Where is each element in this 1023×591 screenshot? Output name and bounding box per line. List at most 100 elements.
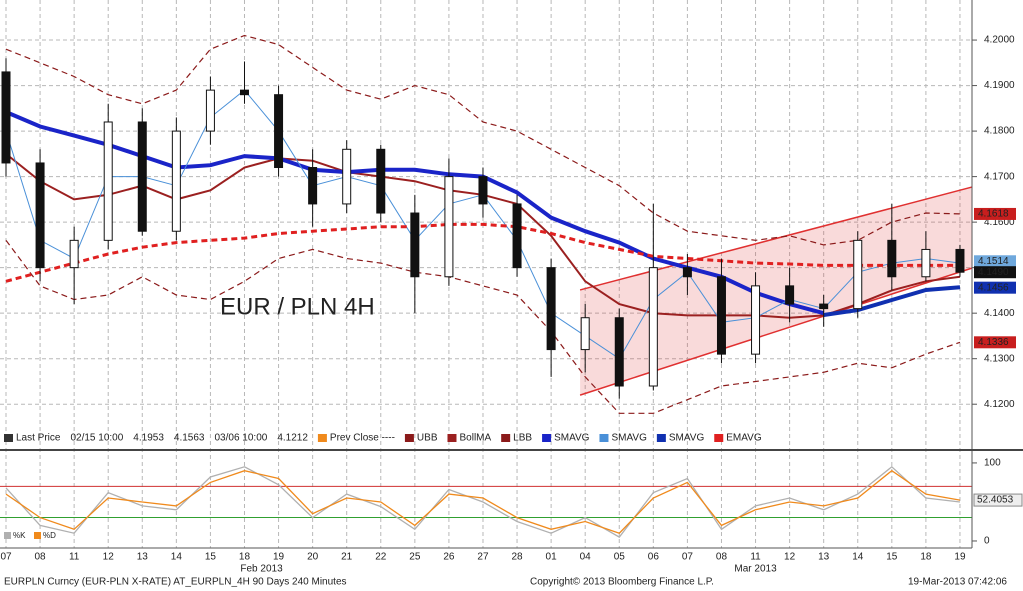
legend-swatch <box>4 532 11 539</box>
legend-text: %D <box>43 531 56 540</box>
plot-layer <box>0 0 973 548</box>
osc-tick-label: 100 <box>984 458 1001 469</box>
x-tick-label: 22 <box>375 552 387 563</box>
x-tick-label: 19 <box>954 552 966 563</box>
channel-line <box>579 267 973 396</box>
legend-text: LBB <box>513 433 532 444</box>
candle-body <box>137 121 147 232</box>
x-tick-label: 05 <box>614 552 626 563</box>
legend-swatch <box>404 434 414 442</box>
indicator-line <box>5 34 961 246</box>
candle-body <box>716 276 726 355</box>
candle-body <box>239 89 249 96</box>
x-tick-label: 06 <box>648 552 660 563</box>
x-tick-label: 07 <box>682 552 694 563</box>
x-tick-label: 12 <box>784 552 796 563</box>
x-tick-label: 13 <box>137 552 149 563</box>
candle-body <box>614 317 624 387</box>
price-label: 4.1456 <box>978 282 1009 293</box>
x-tick-label: 08 <box>716 552 728 563</box>
x-tick-label: 11 <box>69 552 80 563</box>
y-tick-label: 4.1200 <box>984 399 1015 410</box>
osc-tick-label: 0 <box>984 536 990 547</box>
price-label: 4.1514 <box>978 256 1009 267</box>
legend-swatch <box>501 434 511 442</box>
x-tick-label: 11 <box>750 552 761 563</box>
price-label-box <box>974 255 1016 268</box>
price-label-box <box>974 207 1016 220</box>
legend-text: SMAVG <box>611 433 647 444</box>
x-tick-label: 20 <box>307 552 319 563</box>
candle-body <box>444 176 454 278</box>
osc-last-box <box>973 493 1023 507</box>
candle-body <box>69 239 79 269</box>
y-tick-label: 4.1300 <box>984 353 1015 364</box>
legend-text: EMAVG <box>726 433 762 444</box>
legend-text: 03/06 10:00 <box>214 433 267 444</box>
candle-body <box>274 94 284 169</box>
candle-body <box>751 285 761 355</box>
legend-swatch <box>714 434 724 442</box>
legend-text: %K <box>13 531 26 540</box>
legend-text: SMAVG <box>669 433 705 444</box>
x-tick-label: 28 <box>511 552 523 563</box>
candle-body <box>171 130 181 232</box>
candle-body <box>955 248 965 273</box>
footer-right: 19-Mar-2013 07:42:06 <box>908 577 1007 588</box>
candle-body <box>921 248 931 278</box>
indicator-line <box>5 222 960 283</box>
y-tick-label: 4.1900 <box>984 80 1015 91</box>
x-tick-label: 21 <box>341 552 353 563</box>
x-tick-label: 25 <box>409 552 421 563</box>
x-tick-label: 13 <box>818 552 830 563</box>
x-tick-label: 27 <box>477 552 489 563</box>
x-tick-label: 14 <box>852 552 864 563</box>
x-tick-label: 15 <box>886 552 898 563</box>
x-tick-label: 12 <box>103 552 115 563</box>
candle-body <box>376 148 386 214</box>
price-label: 4.1618 <box>978 209 1009 220</box>
y-tick-label: 4.2000 <box>984 35 1015 46</box>
legend-swatch <box>4 434 13 442</box>
x-tick-label: 15 <box>205 552 217 563</box>
candle-body <box>648 267 658 387</box>
legend-swatch <box>447 434 457 442</box>
candle-body <box>410 212 420 278</box>
candle-body <box>785 285 795 305</box>
candle-body <box>342 148 352 205</box>
legend-swatch <box>599 434 609 442</box>
legend-swatch <box>656 434 666 442</box>
candle-body <box>308 167 318 205</box>
footer-center: Copyright© 2013 Bloomberg Finance L.P. <box>530 577 714 588</box>
price-label: 4.1490 <box>978 267 1009 278</box>
legend-text: BollMA <box>459 433 491 444</box>
y-tick-label: 4.1400 <box>984 308 1015 319</box>
y-tick-label: 4.1600 <box>984 217 1015 228</box>
x-tick-label: 01 <box>546 552 558 563</box>
x-tick-label: 19 <box>273 552 285 563</box>
y-tick-label: 4.1700 <box>984 171 1015 182</box>
legend-text: UBB <box>417 433 438 444</box>
channel-line <box>579 186 973 291</box>
x-tick-label: 08 <box>35 552 47 563</box>
price-label-box <box>974 266 1016 279</box>
chart-annotation: EUR / PLN 4H <box>220 293 375 320</box>
x-tick-label: 04 <box>580 552 592 563</box>
legend-text: Last Price <box>16 433 61 444</box>
month-label: Feb 2013 <box>240 564 283 575</box>
legend-text: 4.1953 <box>133 433 164 444</box>
x-tick-label: 26 <box>443 552 455 563</box>
candle-body <box>35 162 45 269</box>
candle-body <box>580 317 590 351</box>
y-tick-label: 4.1800 <box>984 126 1015 137</box>
candle-body <box>546 267 556 351</box>
footer-left: EURPLN Curncy (EUR-PLN X-RATE) AT_EURPLN… <box>4 577 347 588</box>
legend-swatch <box>317 434 327 442</box>
candle-body <box>819 303 829 310</box>
x-tick-label: 18 <box>920 552 932 563</box>
candle-body <box>205 89 215 132</box>
oscillator-line <box>5 465 961 538</box>
candle-body <box>887 239 897 278</box>
